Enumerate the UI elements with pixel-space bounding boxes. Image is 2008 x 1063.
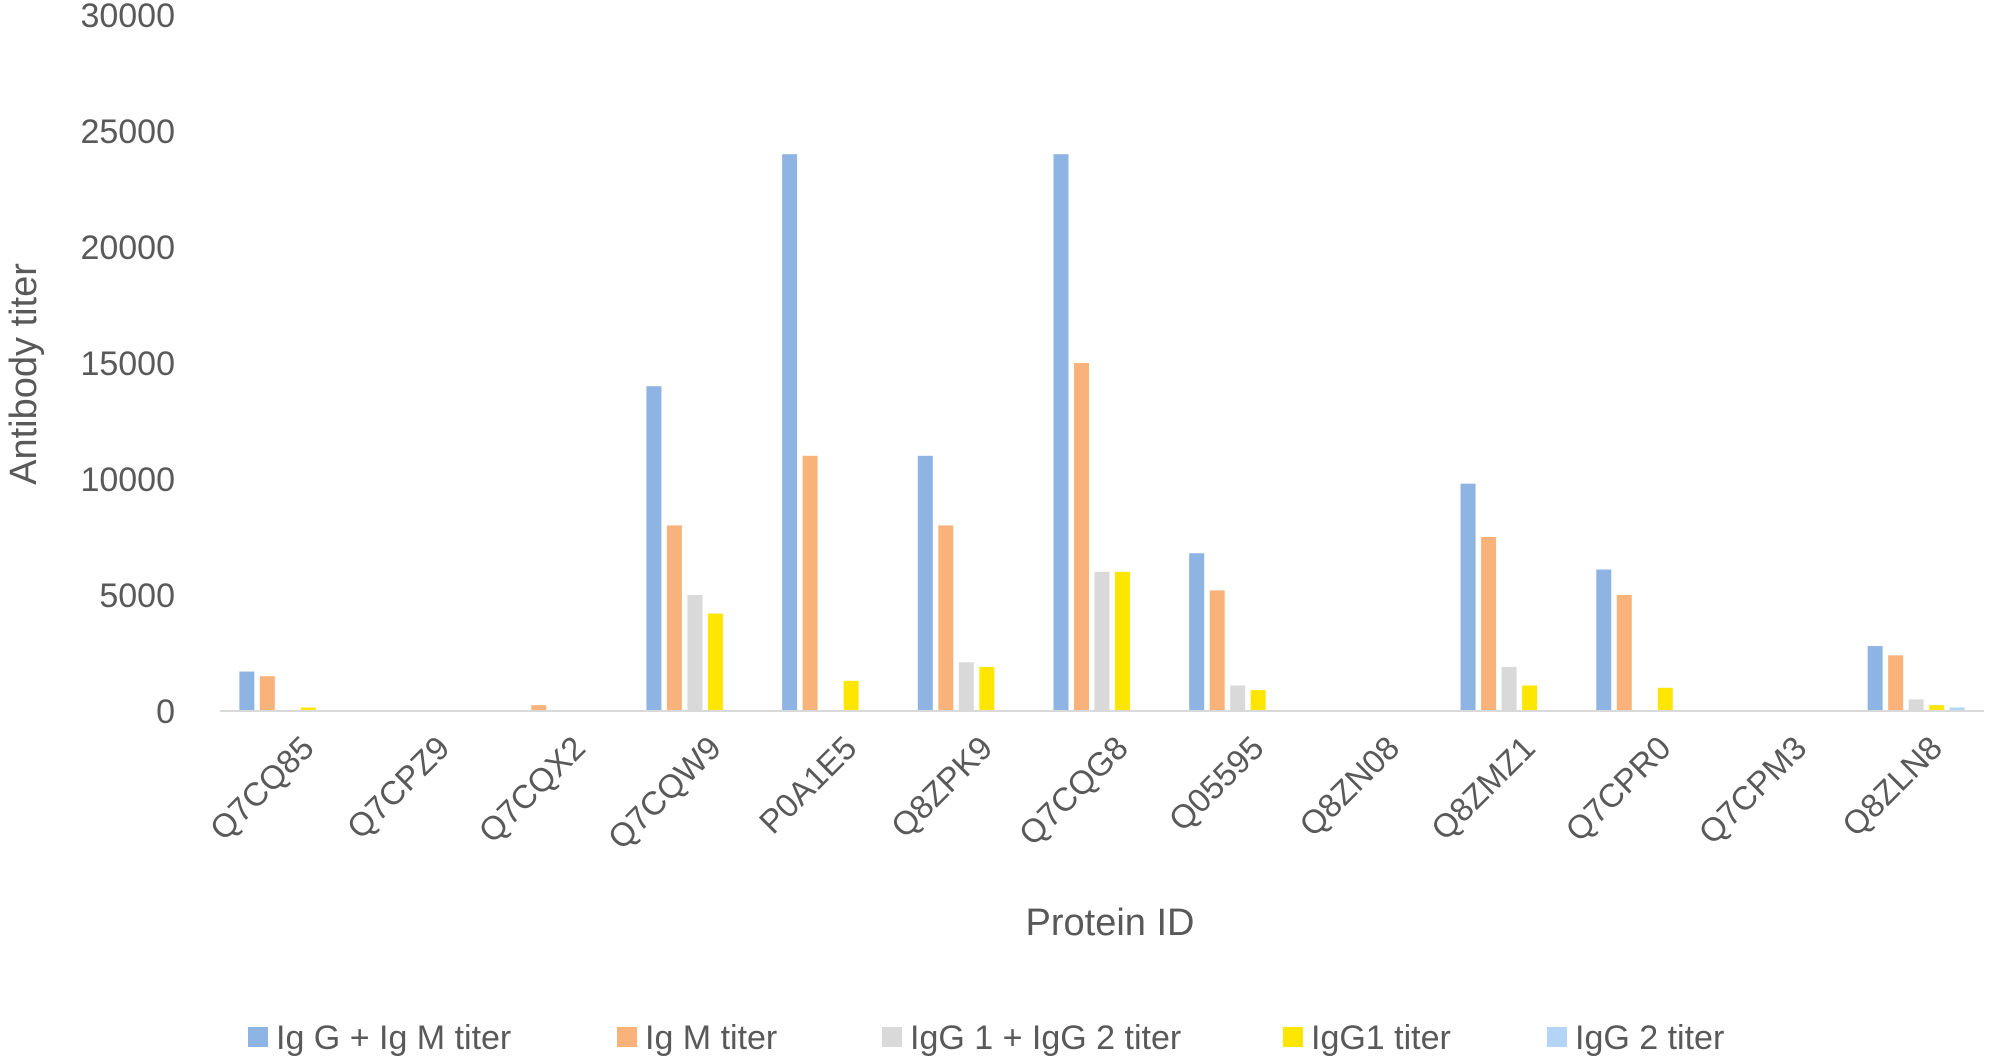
y-axis-title: Antibody titer xyxy=(3,263,45,485)
legend-label: Ig M titer xyxy=(645,1019,777,1057)
legend-item: Ig M titer xyxy=(617,1019,777,1057)
bar xyxy=(666,525,682,711)
bar xyxy=(1522,685,1538,711)
bar xyxy=(1053,154,1069,711)
bar xyxy=(938,525,954,711)
x-tick-label: Q7CPR0 xyxy=(1558,729,1678,849)
y-tick-label: 30000 xyxy=(80,0,175,35)
x-tick-label: Q7CQW9 xyxy=(601,729,728,856)
legend-label: IgG1 titer xyxy=(1311,1019,1451,1057)
bar xyxy=(300,707,316,711)
bars-group xyxy=(239,154,1965,711)
legend-item: IgG 1 + IgG 2 titer xyxy=(882,1019,1181,1057)
x-tick-label: Q7CQX2 xyxy=(471,729,592,850)
legend-swatch xyxy=(248,1027,268,1047)
bar xyxy=(1596,569,1612,711)
x-tick-label: Q8ZLN8 xyxy=(1835,729,1949,843)
legend: Ig G + Ig M titer Ig M titer IgG 1 + IgG 2… xyxy=(248,1019,1724,1057)
x-tick-label: Q7CQG8 xyxy=(1012,729,1135,852)
bar xyxy=(687,595,703,711)
bar xyxy=(707,613,723,711)
legend-item: Ig G + Ig M titer xyxy=(248,1019,511,1057)
legend-swatch xyxy=(1283,1027,1303,1047)
bar xyxy=(782,154,798,711)
x-tick-label: P0A1E5 xyxy=(752,729,864,841)
x-tick-label: Q8ZPK9 xyxy=(884,729,1000,845)
bar xyxy=(1481,537,1497,711)
bar xyxy=(979,666,995,711)
legend-swatch xyxy=(882,1027,902,1047)
bar xyxy=(1616,595,1632,711)
bar xyxy=(1189,553,1205,711)
y-tick-label: 10000 xyxy=(80,461,175,499)
y-tick-label: 20000 xyxy=(80,229,175,267)
x-axis-ticks: Q7CQ85 Q7CPZ9 Q7CQX2 Q7CQW9 P0A1E5 Q8ZPK9 Q7CQ… xyxy=(203,729,1950,856)
bar xyxy=(1115,571,1130,711)
x-tick-label: Q05595 xyxy=(1161,729,1270,838)
x-tick-label: Q7CPZ9 xyxy=(340,729,457,846)
bar xyxy=(843,680,859,711)
bar xyxy=(646,386,662,711)
bar xyxy=(1908,699,1924,711)
bar xyxy=(1867,646,1883,711)
legend-swatch xyxy=(617,1027,637,1047)
legend-item: IgG 2 titer xyxy=(1547,1019,1724,1057)
bar xyxy=(239,671,255,711)
y-tick-label: 0 xyxy=(156,693,175,731)
legend-label: IgG 1 + IgG 2 titer xyxy=(910,1019,1181,1057)
bar xyxy=(958,662,974,711)
x-tick-label: Q7CQ85 xyxy=(203,729,321,847)
bar xyxy=(531,705,547,711)
legend-swatch xyxy=(1547,1027,1567,1047)
y-tick-label: 5000 xyxy=(99,577,175,615)
y-tick-label: 25000 xyxy=(80,113,175,151)
bar xyxy=(1074,363,1089,711)
x-tick-label: Q7CPM3 xyxy=(1691,729,1813,851)
bar xyxy=(259,676,275,711)
bar xyxy=(1230,685,1246,711)
x-axis-title: Protein ID xyxy=(1026,902,1195,944)
bar xyxy=(1888,655,1904,711)
bar xyxy=(1949,707,1965,711)
legend-item: IgG1 titer xyxy=(1283,1019,1451,1057)
x-tick-label: Q8ZN08 xyxy=(1292,729,1406,843)
bar xyxy=(1209,590,1225,711)
bar xyxy=(1250,690,1266,711)
x-tick-label: Q8ZMZ1 xyxy=(1424,729,1542,847)
bar xyxy=(802,455,818,711)
bar xyxy=(1501,666,1517,711)
legend-label: Ig G + Ig M titer xyxy=(276,1019,511,1057)
legend-label: IgG 2 titer xyxy=(1575,1019,1724,1057)
y-axis-ticks: 0 5000 10000 15000 20000 25000 30000 xyxy=(80,0,175,731)
y-tick-label: 15000 xyxy=(80,345,175,383)
bar xyxy=(1094,571,1110,711)
bar xyxy=(917,455,933,711)
bar xyxy=(1460,483,1476,711)
bar xyxy=(1929,705,1945,711)
bar xyxy=(1657,687,1673,711)
